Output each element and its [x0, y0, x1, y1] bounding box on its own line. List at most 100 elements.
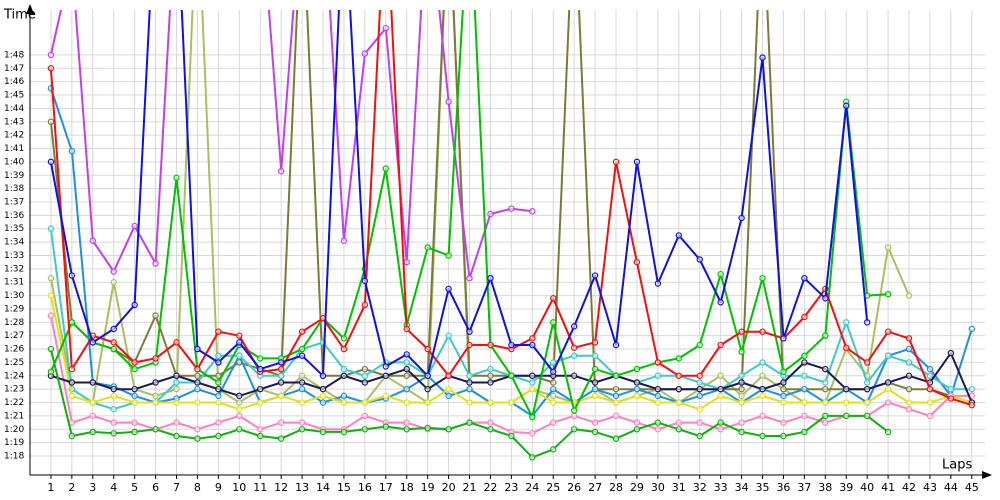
- lap-point: [675, 355, 683, 362]
- lap-point: [152, 392, 159, 400]
- lap-point: [905, 335, 913, 342]
- lap-point: [403, 419, 410, 426]
- x-tick-label: 24: [525, 481, 539, 494]
- lap-point: [843, 412, 850, 420]
- y-tick-label: 1:20: [4, 425, 24, 435]
- x-tick-label: 29: [630, 481, 644, 494]
- lap-point: [801, 412, 808, 420]
- lap-point: [529, 379, 536, 386]
- lap-point: [759, 54, 766, 61]
- lap-point: [215, 372, 222, 379]
- x-tick-label: 34: [735, 481, 749, 494]
- lap-point: [968, 385, 976, 393]
- lap-point: [550, 399, 557, 406]
- lap-point: [47, 65, 55, 72]
- lap-point: [382, 423, 389, 430]
- lap-point: [780, 399, 787, 406]
- lap-point: [47, 158, 55, 166]
- lap-point: [403, 365, 410, 373]
- y-tick-label: 1:31: [4, 278, 24, 288]
- lap-point: [403, 258, 410, 266]
- lap-point: [298, 426, 306, 433]
- y-tick-label: 1:39: [4, 171, 24, 181]
- lap-point: [466, 399, 473, 406]
- x-tick-label: 18: [400, 481, 414, 494]
- lap-point: [696, 432, 703, 440]
- y-tick-label: 1:43: [4, 117, 24, 127]
- x-tick-label: 30: [651, 481, 665, 494]
- lap-point: [152, 355, 159, 362]
- lap-point: [403, 426, 410, 433]
- y-tick-label: 1:45: [4, 91, 24, 101]
- lap-point: [947, 385, 955, 393]
- lap-point: [884, 379, 892, 386]
- lap-point: [968, 402, 976, 409]
- lap-point: [277, 435, 285, 442]
- lap-point: [361, 372, 369, 379]
- lap-point: [68, 392, 76, 400]
- lap-point: [612, 158, 620, 166]
- lap-point: [236, 412, 243, 420]
- lap-point: [654, 399, 662, 406]
- lap-point: [319, 372, 327, 379]
- lap-point: [801, 428, 808, 436]
- lap-point: [654, 426, 662, 433]
- lap-point: [717, 385, 724, 393]
- y-tick-label: 1:47: [4, 64, 24, 74]
- lap-point: [487, 372, 494, 379]
- lap-point: [110, 430, 117, 437]
- lap-point: [612, 341, 620, 349]
- lap-point: [591, 365, 599, 373]
- lap-point: [508, 399, 515, 406]
- lap-point: [110, 419, 117, 426]
- lap-point: [277, 379, 285, 386]
- lap-point: [884, 328, 892, 335]
- lap-point: [822, 379, 829, 386]
- lap-point: [131, 392, 138, 400]
- lap-point: [110, 392, 117, 400]
- y-tick-label: 1:19: [4, 438, 24, 448]
- lap-point: [89, 412, 96, 420]
- lap-point: [759, 359, 766, 366]
- lap-point: [298, 419, 306, 426]
- lap-point: [654, 385, 662, 393]
- series-line: [49, 10, 889, 419]
- lap-point: [466, 379, 473, 386]
- lap-point: [717, 270, 724, 278]
- lap-point: [591, 379, 599, 386]
- lap-point: [89, 237, 96, 244]
- lap-point: [863, 385, 871, 393]
- lap-point: [89, 339, 96, 346]
- lap-point: [801, 372, 808, 379]
- lap-point: [257, 426, 264, 433]
- lap-point: [487, 379, 494, 386]
- lap-point: [780, 335, 787, 342]
- x-tick-label: 10: [232, 481, 246, 494]
- x-tick-label: 25: [546, 481, 560, 494]
- lap-point: [298, 328, 306, 335]
- lap-point: [215, 419, 222, 426]
- lap-point: [926, 399, 934, 406]
- lap-point: [508, 205, 515, 212]
- y-tick-label: 1:35: [4, 224, 24, 234]
- lap-point: [529, 385, 536, 393]
- lap-point: [319, 392, 327, 400]
- lap-point: [194, 379, 201, 386]
- lap-point: [382, 372, 389, 379]
- lap-point: [445, 426, 452, 433]
- lap-point: [654, 359, 662, 366]
- lap-point: [47, 274, 55, 282]
- lap-point: [591, 352, 599, 359]
- y-tick-label: 1:48: [4, 50, 24, 60]
- x-tick-label: 31: [672, 481, 686, 494]
- lap-point: [466, 274, 473, 282]
- x-tick-label: 44: [944, 481, 958, 494]
- lap-point: [257, 399, 264, 406]
- lap-point: [863, 359, 871, 366]
- lap-point: [277, 365, 285, 373]
- lap-point: [717, 426, 724, 433]
- lap-point: [173, 379, 180, 386]
- x-tick-label: 2: [68, 481, 75, 494]
- lap-point: [926, 412, 934, 420]
- lap-point: [529, 414, 536, 421]
